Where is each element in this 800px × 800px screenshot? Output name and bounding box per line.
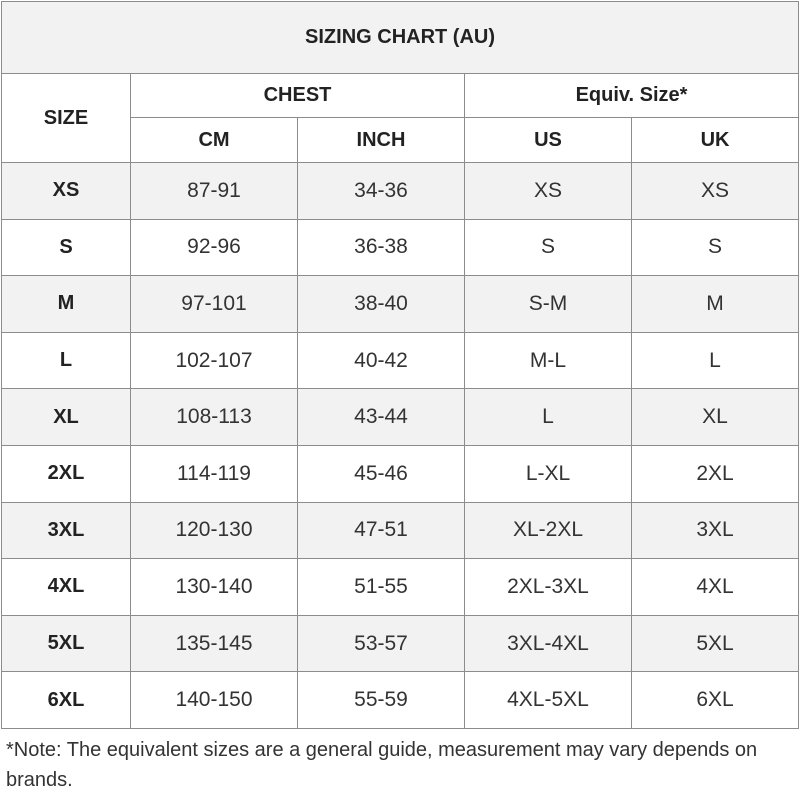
- cell-size: 3XL: [1, 501, 131, 560]
- table-row: S 92-96 36-38 S S: [1, 218, 800, 277]
- cell-inch: 34-36: [297, 162, 465, 220]
- cell-us: M-L: [464, 331, 632, 390]
- cell-size: 4XL: [1, 558, 131, 616]
- cell-uk: M: [630, 275, 800, 333]
- cell-us: 3XL-4XL: [464, 614, 632, 673]
- table-row: 2XL 114-119 45-46 L-XL 2XL: [1, 444, 800, 503]
- cell-uk: 2XL: [630, 444, 800, 503]
- cell-uk: 4XL: [630, 558, 800, 616]
- cell-size: XL: [1, 388, 131, 446]
- cell-inch: 38-40: [297, 275, 465, 333]
- cell-us: XL-2XL: [464, 501, 632, 560]
- header-uk: UK: [630, 117, 800, 163]
- table-row: L 102-107 40-42 M-L L: [1, 331, 800, 390]
- table-row: 4XL 130-140 51-55 2XL-3XL 4XL: [1, 558, 800, 616]
- cell-cm: 87-91: [130, 162, 298, 220]
- cell-inch: 40-42: [297, 331, 465, 390]
- table-row: 3XL 120-130 47-51 XL-2XL 3XL: [1, 501, 800, 560]
- cell-us: L: [464, 388, 632, 446]
- cell-cm: 108-113: [130, 388, 298, 446]
- cell-uk: 6XL: [630, 671, 800, 729]
- cell-uk: 5XL: [630, 614, 800, 673]
- cell-cm: 130-140: [130, 558, 298, 616]
- cell-size: 6XL: [1, 671, 131, 729]
- cell-inch: 45-46: [297, 444, 465, 503]
- cell-inch: 55-59: [297, 671, 465, 729]
- cell-uk: XL: [630, 388, 800, 446]
- header-cm: CM: [130, 117, 298, 163]
- cell-inch: 53-57: [297, 614, 465, 673]
- table-row: M 97-101 38-40 S-M M: [1, 275, 800, 333]
- cell-us: 4XL-5XL: [464, 671, 632, 729]
- cell-us: XS: [464, 162, 632, 220]
- cell-size: 5XL: [1, 614, 131, 673]
- header-inch: INCH: [297, 117, 465, 163]
- sizing-chart-table: SIZING CHART (AU) SIZE CHEST Equiv. Size…: [0, 1, 800, 729]
- footnote: *Note: The equivalent sizes are a genera…: [6, 739, 758, 791]
- cell-us: S-M: [464, 275, 632, 333]
- table-title: SIZING CHART (AU): [0, 1, 800, 74]
- cell-inch: 36-38: [297, 218, 465, 277]
- cell-cm: 114-119: [130, 444, 298, 503]
- cell-size: S: [1, 218, 131, 277]
- table-row: 6XL 140-150 55-59 4XL-5XL 6XL: [1, 671, 800, 729]
- cell-cm: 102-107: [130, 331, 298, 390]
- table-row: XL 108-113 43-44 L XL: [1, 388, 800, 446]
- cell-cm: 140-150: [130, 671, 298, 729]
- header-equiv-size: Equiv. Size*: [463, 73, 800, 118]
- header-chest: CHEST: [130, 73, 465, 118]
- cell-size: L: [1, 331, 131, 390]
- cell-uk: 3XL: [630, 501, 800, 560]
- cell-uk: XS: [630, 162, 800, 220]
- cell-size: XS: [1, 162, 131, 220]
- cell-cm: 97-101: [130, 275, 298, 333]
- cell-uk: L: [630, 331, 800, 390]
- cell-inch: 47-51: [297, 501, 465, 560]
- header-size: SIZE: [1, 73, 131, 163]
- cell-us: S: [464, 218, 632, 277]
- cell-cm: 92-96: [130, 218, 298, 277]
- cell-uk: S: [630, 218, 800, 277]
- cell-inch: 51-55: [297, 558, 465, 616]
- header-us: US: [464, 117, 632, 163]
- cell-inch: 43-44: [297, 388, 465, 446]
- cell-cm: 135-145: [130, 614, 298, 673]
- table-row: 5XL 135-145 53-57 3XL-4XL 5XL: [1, 614, 800, 673]
- cell-us: L-XL: [464, 444, 632, 503]
- cell-cm: 120-130: [130, 501, 298, 560]
- table-row: XS 87-91 34-36 XS XS: [1, 162, 800, 220]
- cell-us: 2XL-3XL: [464, 558, 632, 616]
- cell-size: M: [1, 275, 131, 333]
- cell-size: 2XL: [1, 444, 131, 503]
